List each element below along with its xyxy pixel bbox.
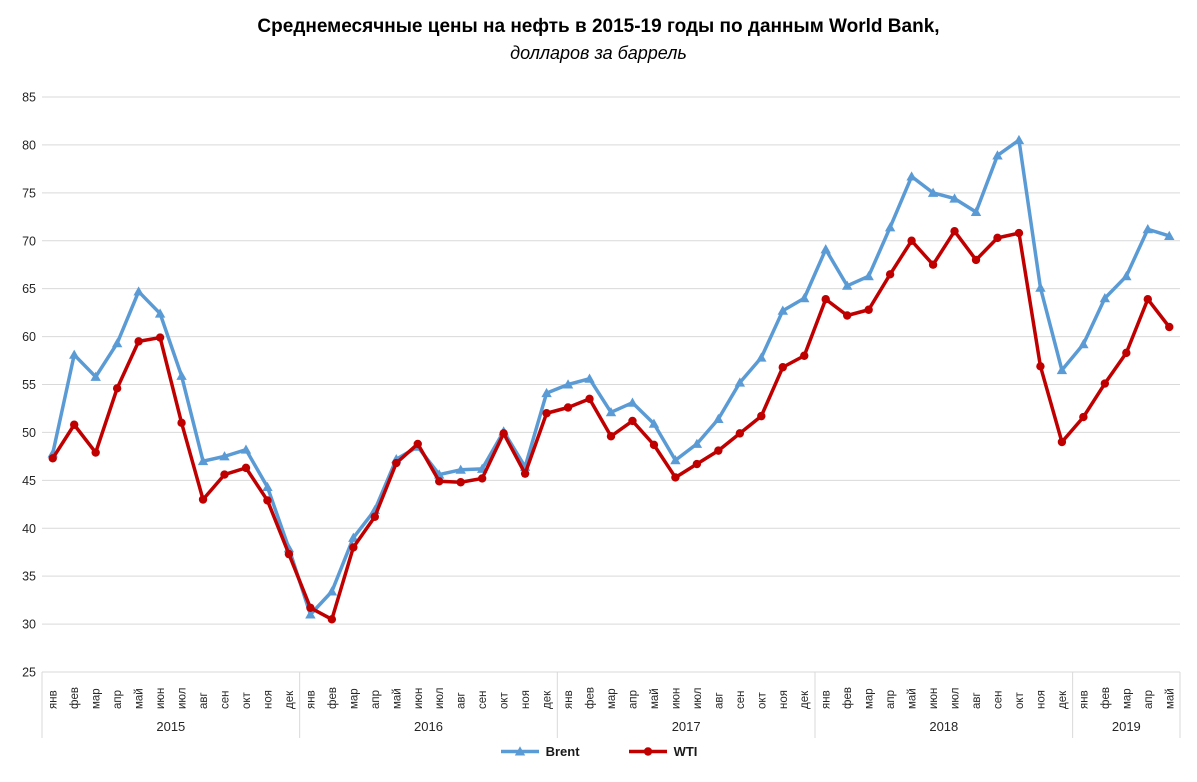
svg-text:май: май: [391, 688, 403, 709]
svg-text:ноя: ноя: [262, 690, 274, 709]
svg-text:янв: янв: [1078, 690, 1090, 709]
svg-text:55: 55: [22, 378, 36, 392]
svg-text:июн: июн: [928, 688, 940, 709]
svg-text:апр: апр: [370, 690, 382, 709]
svg-text:авг: авг: [456, 692, 468, 709]
chart-legend: Brent WTI: [0, 744, 1197, 759]
svg-text:80: 80: [22, 138, 36, 152]
svg-text:65: 65: [22, 282, 36, 296]
svg-text:фев: фев: [1100, 687, 1112, 709]
svg-text:50: 50: [22, 426, 36, 440]
svg-text:дек: дек: [1057, 690, 1069, 709]
wti-line-marker-icon: [628, 745, 668, 758]
svg-text:25: 25: [22, 666, 36, 680]
svg-text:авг: авг: [198, 692, 210, 709]
svg-text:дек: дек: [542, 690, 554, 709]
svg-text:июн: июн: [670, 688, 682, 709]
svg-text:окт: окт: [1014, 691, 1026, 709]
svg-text:фев: фев: [327, 687, 339, 709]
svg-text:июн: июн: [155, 688, 167, 709]
legend-item-wti: WTI: [628, 744, 698, 759]
legend-label-wti: WTI: [673, 744, 698, 759]
svg-text:янв: янв: [48, 690, 60, 709]
svg-text:мар: мар: [864, 688, 876, 709]
legend-item-brent: Brent: [500, 744, 580, 759]
svg-text:2019: 2019: [1112, 719, 1141, 734]
svg-text:60: 60: [22, 330, 36, 344]
svg-text:май: май: [907, 688, 919, 709]
svg-text:ноя: ноя: [778, 690, 790, 709]
svg-text:май: май: [134, 688, 146, 709]
svg-text:2015: 2015: [156, 719, 185, 734]
svg-text:45: 45: [22, 474, 36, 488]
svg-text:июл: июл: [434, 687, 446, 709]
svg-text:апр: апр: [885, 690, 897, 709]
svg-text:авг: авг: [971, 692, 983, 709]
chart-subtitle: долларов за баррель: [510, 43, 687, 64]
svg-text:ноя: ноя: [520, 690, 532, 709]
svg-text:апр: апр: [112, 690, 124, 709]
legend-label-brent: Brent: [545, 744, 580, 759]
svg-text:апр: апр: [627, 690, 639, 709]
svg-text:2018: 2018: [929, 719, 958, 734]
svg-text:75: 75: [22, 186, 36, 200]
svg-text:окт: окт: [756, 691, 768, 709]
svg-text:июл: июл: [950, 687, 962, 709]
svg-text:мар: мар: [1121, 688, 1133, 709]
svg-text:май: май: [649, 688, 661, 709]
svg-text:ноя: ноя: [1035, 690, 1047, 709]
svg-text:дек: дек: [284, 690, 296, 709]
svg-text:2016: 2016: [414, 719, 443, 734]
svg-text:70: 70: [22, 234, 36, 248]
svg-text:мар: мар: [91, 688, 103, 709]
chart-header: Среднемесячные цены на нефть в 2015-19 г…: [0, 12, 1197, 67]
svg-text:окт: окт: [499, 691, 511, 709]
svg-text:фев: фев: [69, 687, 81, 709]
svg-text:мар: мар: [606, 688, 618, 709]
svg-text:янв: янв: [821, 690, 833, 709]
svg-text:фев: фев: [842, 687, 854, 709]
svg-text:июл: июл: [692, 687, 704, 709]
brent-line-marker-icon: [500, 745, 540, 758]
svg-text:85: 85: [22, 91, 36, 105]
svg-text:апр: апр: [1143, 690, 1155, 709]
svg-text:янв: янв: [563, 690, 575, 709]
svg-text:авг: авг: [713, 692, 725, 709]
svg-text:июл: июл: [177, 687, 189, 709]
svg-text:дек: дек: [799, 690, 811, 709]
svg-text:сен: сен: [992, 691, 1004, 710]
svg-text:мар: мар: [348, 688, 360, 709]
svg-text:30: 30: [22, 618, 36, 632]
svg-text:фев: фев: [585, 687, 597, 709]
chart-title: Среднемесячные цены на нефть в 2015-19 г…: [257, 16, 940, 37]
svg-text:июн: июн: [413, 688, 425, 709]
svg-text:сен: сен: [477, 691, 489, 710]
svg-text:2017: 2017: [672, 719, 701, 734]
svg-text:40: 40: [22, 522, 36, 536]
svg-text:сен: сен: [220, 691, 232, 710]
svg-text:окт: окт: [241, 691, 253, 709]
svg-text:май: май: [1164, 688, 1176, 709]
svg-text:сен: сен: [735, 691, 747, 710]
svg-text:35: 35: [22, 570, 36, 584]
svg-text:янв: янв: [305, 690, 317, 709]
